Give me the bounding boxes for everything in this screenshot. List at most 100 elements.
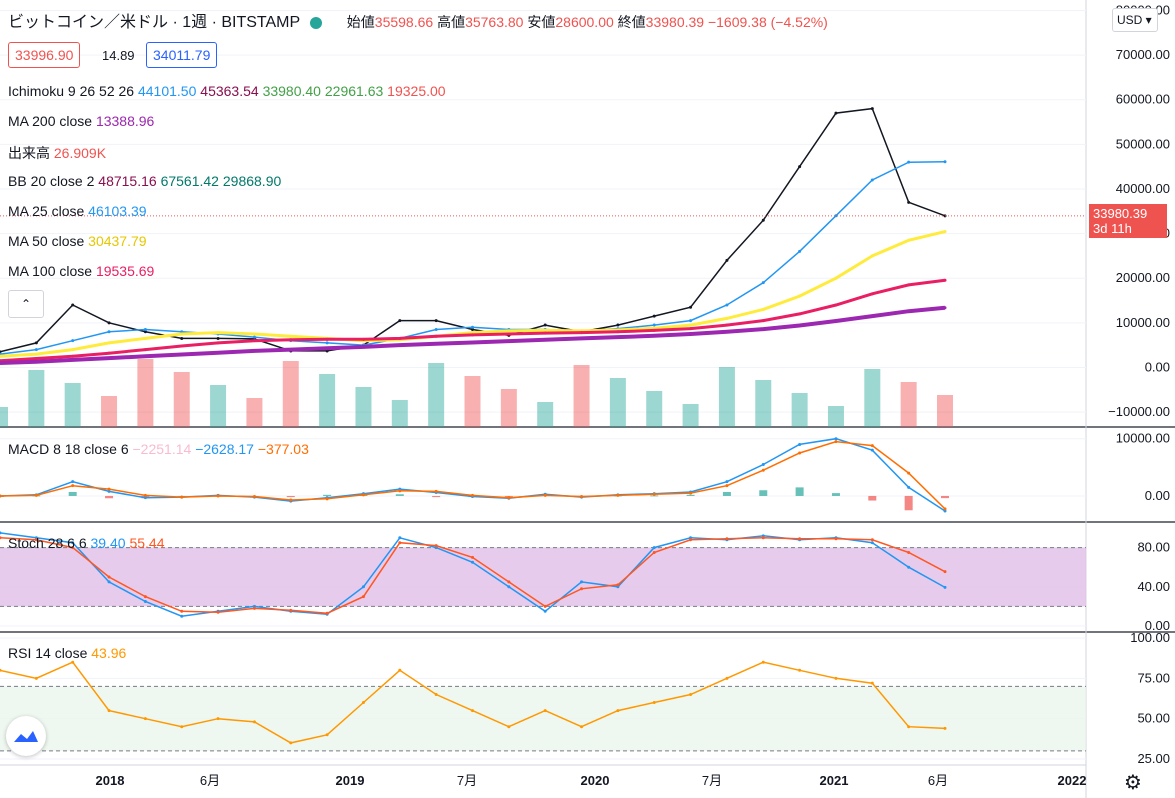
data-point [507, 339, 511, 343]
last-price-tag: 33980.39 3d 11h [1089, 204, 1167, 238]
volume-bar [464, 376, 481, 427]
data-point [143, 493, 147, 497]
volume-bar [246, 398, 263, 427]
data-point [0, 361, 2, 365]
data-point [107, 341, 111, 345]
gear-icon[interactable]: ⚙ [1124, 772, 1142, 794]
data-point [689, 692, 693, 696]
data-point [252, 335, 256, 339]
data-point [216, 494, 220, 498]
volume-bar [609, 378, 626, 427]
y-tick-label: 50000.00 [1116, 136, 1170, 151]
legend-ma50[interactable]: MA 50 close 30437.79 [8, 233, 147, 249]
data-point [252, 349, 256, 353]
tradingview-logo[interactable] [6, 716, 46, 756]
y-tick-label: 75.00 [1137, 670, 1170, 685]
data-point [143, 330, 147, 334]
data-point [471, 325, 474, 329]
spread-value: 14.89 [102, 48, 135, 63]
legend-ma25[interactable]: MA 25 close 46103.39 [8, 203, 147, 219]
data-point [652, 701, 656, 705]
visibility-icon[interactable] [310, 16, 323, 29]
data-point [870, 314, 874, 318]
data-point [652, 492, 656, 496]
data-point [471, 493, 474, 497]
data-point [216, 351, 220, 355]
volume-bar [428, 363, 445, 427]
legend-ichimoku[interactable]: Ichimoku 9 26 52 26 44101.50 45363.54 33… [8, 83, 446, 99]
data-point [725, 676, 729, 680]
macd-histogram-bar [759, 490, 768, 496]
data-point [143, 496, 147, 500]
data-point [361, 345, 365, 349]
data-point [398, 668, 402, 672]
volume-bar [210, 385, 227, 427]
volume-bar [937, 395, 953, 427]
data-point [798, 451, 802, 455]
data-point [471, 340, 474, 344]
volume-bar [101, 396, 118, 427]
legend-macd[interactable]: MACD 8 18 close 6 −2251.14 −2628.17 −377… [8, 441, 309, 457]
data-point [943, 160, 947, 164]
data-point [616, 583, 620, 587]
legend-rsi[interactable]: RSI 14 close 43.96 [8, 645, 127, 661]
data-point [689, 538, 693, 542]
data-point [652, 314, 656, 318]
data-point [907, 551, 911, 554]
data-point [943, 509, 947, 513]
data-point [834, 319, 838, 323]
macd-histogram-bar [904, 495, 913, 511]
macd-histogram-bar [323, 494, 332, 496]
data-point [325, 733, 329, 737]
data-point [507, 580, 511, 584]
x-tick-label: 2020 [581, 773, 610, 788]
data-point [725, 480, 729, 484]
data-point [361, 337, 365, 341]
volume-bar [137, 359, 154, 427]
data-point [543, 604, 547, 608]
data-point [725, 258, 729, 262]
data-point [434, 328, 438, 332]
data-point [180, 353, 184, 357]
data-point [761, 468, 765, 472]
legend-ma200[interactable]: MA 200 close 13388.96 [8, 113, 155, 129]
currency-selector[interactable]: USD ▾ [1112, 8, 1158, 32]
legend-stoch[interactable]: Stoch 28 6 6 39.40 55.44 [8, 535, 165, 551]
data-point [616, 335, 620, 339]
data-point [143, 595, 147, 599]
volume-bar [864, 369, 881, 427]
data-point [434, 692, 438, 696]
data-point [761, 327, 765, 331]
data-point [834, 537, 838, 541]
legend-volume[interactable]: 出来高 26.909K [8, 145, 107, 161]
data-point [507, 725, 511, 729]
legend-bb[interactable]: BB 20 close 2 48715.16 67561.42 29868.90 [8, 173, 282, 189]
symbol-title[interactable]: ビットコイン／米ドル · 1週 · BITSTAMP [8, 14, 300, 31]
data-point [798, 324, 802, 328]
volume-bar [791, 393, 808, 427]
data-point [0, 354, 2, 358]
data-point [507, 585, 511, 589]
data-point [434, 334, 438, 338]
data-point [725, 316, 729, 320]
macd-histogram-bar [868, 495, 877, 501]
legend-ma100[interactable]: MA 100 close 19535.69 [8, 263, 155, 279]
collapse-legend-button[interactable]: ⌃ [8, 290, 44, 318]
data-point [107, 575, 111, 579]
data-point [216, 717, 220, 721]
data-point [652, 323, 656, 327]
volume-bar [282, 361, 299, 427]
y-tick-label: 0.00 [1145, 359, 1170, 374]
data-point [289, 608, 293, 612]
buy-price-button[interactable]: 34011.79 [146, 42, 218, 68]
y-tick-label: 70000.00 [1116, 47, 1170, 62]
data-point [0, 668, 2, 672]
data-point [943, 230, 947, 234]
data-point [943, 570, 947, 574]
data-point [907, 471, 911, 475]
sell-price-button[interactable]: 33996.90 [8, 42, 81, 68]
data-point [907, 160, 911, 164]
data-point [180, 332, 184, 336]
volume-bar [682, 404, 699, 427]
